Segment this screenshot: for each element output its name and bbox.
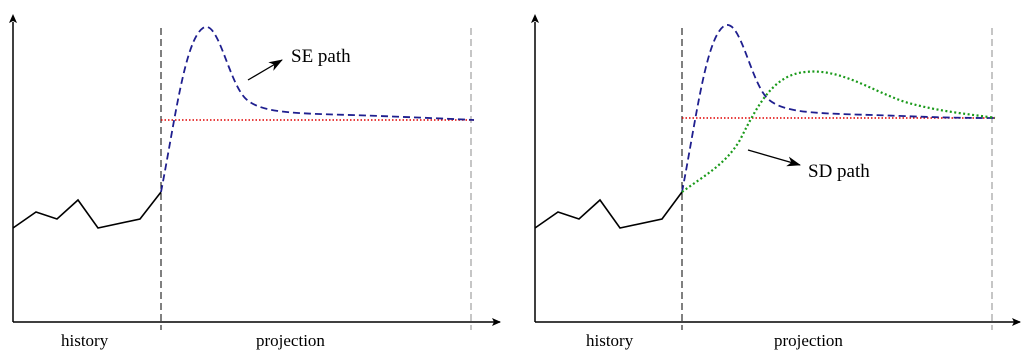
left-history-label: history [61, 331, 109, 350]
right-se-path [681, 24, 996, 193]
left-se-callout-arrow [247, 59, 283, 81]
right-sd-callout-arrow [747, 149, 801, 167]
left-history-line [12, 191, 162, 229]
right-sd-path [681, 70, 996, 193]
left-se-path-label: SE path [291, 46, 351, 67]
right-history-label: history [586, 331, 634, 350]
right-history-line [534, 191, 683, 229]
right-sd-path-label: SD path [808, 161, 870, 182]
left-projection-label: projection [256, 331, 325, 350]
left-panel: SE path history projection [9, 14, 501, 350]
right-projection-label: projection [774, 331, 843, 350]
left-se-path [160, 26, 475, 193]
right-panel: SD path history projection [531, 14, 1021, 350]
